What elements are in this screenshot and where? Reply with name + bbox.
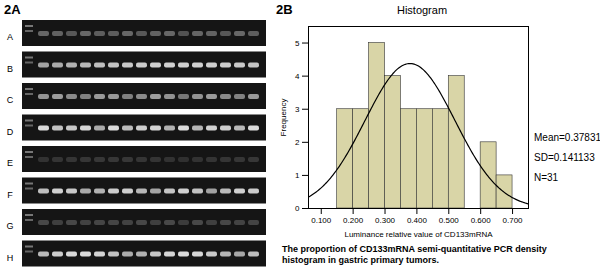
svg-text:0.100: 0.100 bbox=[311, 216, 332, 225]
svg-text:D: D bbox=[7, 127, 14, 137]
svg-text:0.500: 0.500 bbox=[439, 216, 460, 225]
html-text:SD=0.141133: SD=0.141133 bbox=[534, 152, 595, 163]
svg-text:1: 1 bbox=[295, 171, 300, 180]
svg-text:3: 3 bbox=[295, 105, 300, 114]
svg-text:5: 5 bbox=[295, 39, 300, 48]
svg-text:0.400: 0.400 bbox=[407, 216, 428, 225]
svg-text:2: 2 bbox=[295, 138, 300, 147]
svg-text:H: H bbox=[7, 253, 14, 263]
html-text:2B: 2B bbox=[276, 2, 293, 17]
svg-text:G: G bbox=[6, 221, 13, 231]
html-text:Mean=0.37831: Mean=0.37831 bbox=[534, 132, 600, 143]
html-text:Histogram: Histogram bbox=[396, 4, 448, 16]
svg-text:0.700: 0.700 bbox=[503, 216, 524, 225]
html-text:The proportion of CD133mRNA se: The proportion of CD133mRNA semi-quantit… bbox=[282, 244, 547, 265]
svg-text:0.600: 0.600 bbox=[471, 216, 492, 225]
svg-text:0.200: 0.200 bbox=[343, 216, 364, 225]
svg-text:4: 4 bbox=[295, 72, 300, 81]
svg-text:Luminance relative value of CD: Luminance relative value of CD133mRNA bbox=[344, 230, 493, 239]
svg-text:0.300: 0.300 bbox=[375, 216, 396, 225]
svg-text:F: F bbox=[7, 190, 13, 200]
svg-text:0: 0 bbox=[295, 204, 300, 213]
svg-text:C: C bbox=[7, 95, 14, 105]
svg-text:Frequency: Frequency bbox=[279, 99, 288, 137]
svg-text:E: E bbox=[7, 158, 13, 168]
html-text:N=31: N=31 bbox=[534, 172, 559, 183]
svg-text:A: A bbox=[7, 32, 13, 42]
svg-text:B: B bbox=[7, 64, 13, 74]
svg-text:2A: 2A bbox=[4, 2, 21, 17]
